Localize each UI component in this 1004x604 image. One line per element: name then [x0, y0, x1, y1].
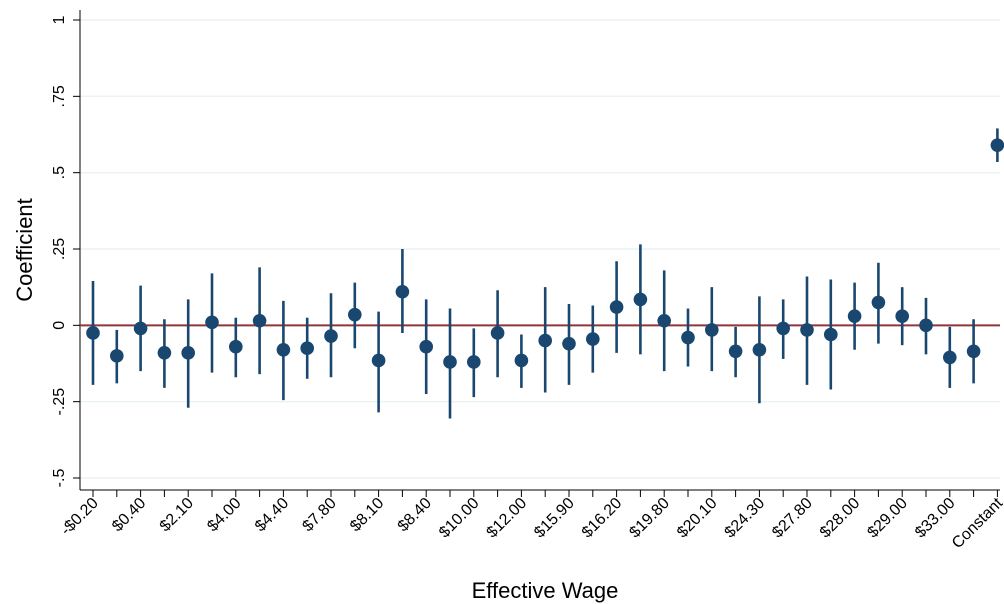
- y-axis-title: Coefficient: [12, 198, 37, 302]
- x-tick-label: $10.00: [436, 495, 483, 542]
- x-tick-label: $0.40: [109, 495, 149, 535]
- x-axis: -$0.20 $0.40 $2.10 $4.00 $4.40 $7.80 $8.10 $8.4…: [58, 489, 1004, 552]
- coefficient-point: [86, 326, 100, 340]
- coefficient-point: [514, 353, 529, 368]
- y-axis: -.5 -.25 0 .25 .5 .75 1: [51, 10, 81, 490]
- coefficient-point: [633, 292, 648, 307]
- x-tick-label: $20.10: [674, 495, 721, 542]
- grid-lines: [80, 19, 1000, 479]
- coefficient-point: [871, 295, 886, 310]
- coefficient-point: [395, 284, 410, 299]
- coefficient-point: [419, 339, 434, 354]
- x-tick-label: Constant: [949, 494, 1004, 552]
- x-tick-label: $16.20: [579, 495, 626, 542]
- coefficient-point: [467, 355, 481, 369]
- x-tick-label: $27.80: [769, 495, 816, 542]
- y-tick-label: .25: [51, 238, 68, 260]
- coefficient-point: [586, 332, 600, 346]
- coefficient-point: [205, 315, 219, 330]
- coefficient-point: [800, 323, 814, 337]
- x-tick-label: $19.80: [626, 495, 673, 542]
- coefficient-point: [847, 309, 862, 323]
- coefficient-point: [895, 309, 909, 323]
- coefficient-point: [776, 321, 790, 336]
- x-tick-label: $7.80: [299, 495, 339, 535]
- y-tick-label: 1: [51, 15, 68, 24]
- coefficient-point: [181, 346, 195, 360]
- y-tick-label: .75: [51, 85, 68, 107]
- coefficient-point: [276, 342, 291, 357]
- x-tick-label: -$0.20: [58, 495, 102, 539]
- x-tick-label: $29.00: [864, 495, 911, 542]
- coefficient-point: [562, 336, 576, 351]
- coefficient-point: [229, 339, 243, 354]
- x-tick-label: $33.00: [912, 495, 959, 542]
- coefficient-point: [752, 342, 767, 357]
- x-tick-label: $15.90: [531, 495, 578, 542]
- coefficient-point: [300, 341, 315, 356]
- coefficient-point: [348, 307, 362, 322]
- coefficient-point: [919, 318, 933, 333]
- coefficient-point: [110, 349, 124, 363]
- coefficient-point: [943, 350, 957, 365]
- coefficient-point: [443, 355, 457, 369]
- y-tick-label: .5: [51, 166, 68, 179]
- x-tick-label: $8.10: [347, 495, 387, 535]
- x-tick-label: $8.40: [395, 495, 435, 535]
- x-tick-label: $4.40: [252, 495, 292, 535]
- y-tick-label: -.25: [51, 388, 68, 416]
- y-tick-label: 0: [51, 321, 68, 330]
- coefficient-point: [705, 323, 719, 337]
- x-tick-label: $28.00: [817, 495, 864, 542]
- coefficient-point: [966, 344, 981, 359]
- coefficient-point: [324, 329, 338, 343]
- coefficient-point: [728, 344, 743, 359]
- coefficient-point: [490, 326, 505, 340]
- x-tick-label: $12.00: [484, 495, 531, 542]
- coefficient-point: [538, 333, 552, 348]
- coefficient-point: [157, 346, 172, 360]
- coefficient-point: [133, 321, 148, 336]
- y-tick-label: -.5: [51, 469, 68, 488]
- x-tick-label: $2.10: [157, 495, 197, 535]
- coefficient-point: [609, 300, 624, 314]
- x-tick-label: $24.30: [722, 495, 769, 542]
- coefficient-point: [371, 353, 386, 368]
- coefficient-point: [252, 313, 267, 328]
- x-axis-title: Effective Wage: [472, 578, 619, 603]
- coefficient-point: [824, 327, 838, 342]
- coefficient-markers: [86, 128, 1004, 419]
- coefficient-point: [681, 330, 695, 345]
- x-tick-label: $4.00: [204, 495, 244, 535]
- coefficient-point: [990, 138, 1004, 152]
- coefficient-point: [657, 313, 671, 328]
